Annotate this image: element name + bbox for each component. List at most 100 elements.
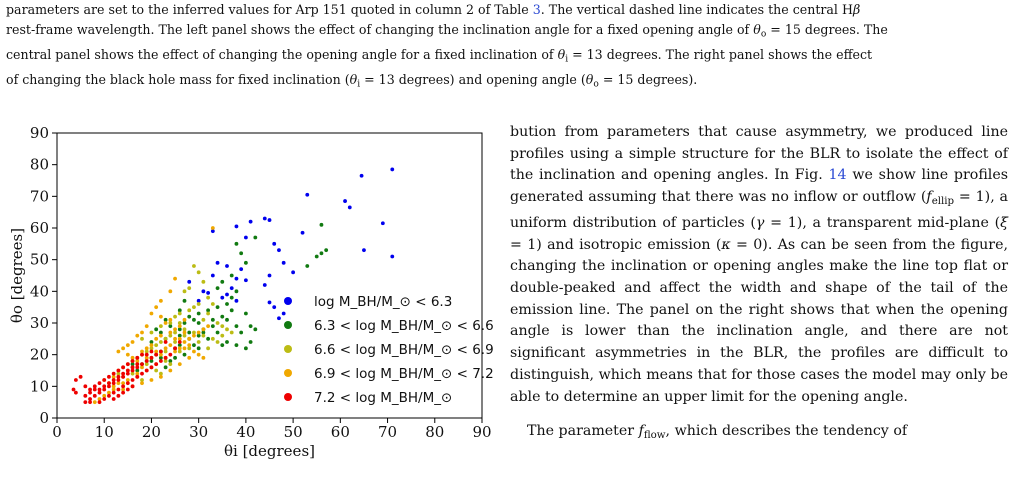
data-point-series-4	[121, 384, 126, 389]
data-point-series-2	[196, 340, 201, 344]
data-point-series-4	[78, 374, 83, 379]
y-tick-label: 0	[39, 409, 49, 427]
data-point-series-2	[215, 340, 220, 344]
caption-text: rest-frame wavelength. The left panel sh…	[6, 21, 754, 37]
kappa-symbol: κ	[721, 236, 731, 253]
theta-symbol: θ	[753, 21, 761, 37]
data-point-series-4	[140, 352, 144, 357]
data-point-series-4	[102, 384, 107, 389]
data-point-series-3	[125, 352, 130, 357]
data-point-series-2	[196, 302, 201, 306]
data-point-series-0	[272, 241, 277, 246]
data-point-series-3	[201, 355, 206, 360]
data-point-series-3	[163, 346, 168, 351]
data-point-series-0	[272, 305, 277, 310]
paragraph-2: The parameter fflow, which describes the…	[510, 421, 1008, 447]
data-point-series-3	[173, 327, 177, 332]
data-point-series-4	[73, 378, 78, 382]
data-point-series-1	[206, 336, 211, 341]
data-point-series-1	[239, 251, 244, 256]
data-point-series-4	[130, 384, 135, 389]
data-point-series-3	[135, 333, 140, 338]
data-point-series-4	[88, 400, 92, 405]
y-tick-label: 30	[30, 314, 49, 332]
data-point-series-4	[116, 368, 121, 373]
data-point-series-4	[97, 387, 102, 392]
data-point-series-3	[149, 311, 154, 316]
data-point-series-1	[196, 321, 201, 325]
data-point-series-1	[158, 330, 163, 335]
data-point-series-3	[192, 349, 196, 354]
data-point-series-2	[163, 336, 168, 341]
data-point-series-3	[111, 387, 116, 392]
data-point-series-0	[262, 216, 267, 221]
caption-line-2: rest-frame wavelength. The left panel sh…	[6, 20, 1012, 45]
data-point-series-2	[163, 359, 168, 363]
figure-ref-link[interactable]: 14	[828, 167, 847, 184]
caption-text: = 15 degrees. The	[766, 21, 888, 37]
data-point-series-4	[140, 362, 144, 367]
data-point-series-2	[225, 327, 229, 332]
data-point-series-0	[234, 224, 239, 229]
data-point-series-2	[158, 371, 163, 376]
data-point-series-2	[182, 289, 187, 294]
data-point-series-3	[121, 381, 126, 386]
data-point-series-0	[359, 173, 364, 178]
data-point-series-0	[215, 260, 220, 265]
data-point-series-4	[116, 378, 121, 382]
data-point-series-4	[154, 352, 159, 357]
data-point-series-2	[182, 327, 187, 332]
data-point-series-4	[125, 371, 130, 376]
legend-label: 6.6 < log M_BH/M_⊙ < 6.9	[314, 342, 494, 358]
data-point-series-1	[253, 327, 258, 332]
data-point-series-1	[234, 343, 239, 348]
data-point-series-3	[182, 340, 187, 344]
data-point-series-3	[187, 355, 192, 360]
data-point-series-4	[102, 397, 107, 401]
data-point-series-0	[380, 221, 385, 226]
x-tick-label: 10	[95, 423, 114, 441]
data-point-series-4	[92, 387, 97, 392]
data-point-series-4	[116, 387, 121, 392]
data-point-series-4	[88, 390, 92, 395]
data-point-series-1	[168, 324, 173, 329]
data-point-series-3	[163, 321, 168, 325]
data-point-series-2	[168, 362, 173, 367]
legend-marker	[284, 297, 292, 305]
data-point-series-2	[229, 330, 234, 335]
legend-marker	[284, 369, 292, 377]
table-ref-link[interactable]: 3	[532, 2, 541, 17]
data-point-series-1	[243, 346, 248, 351]
data-point-series-1	[192, 317, 196, 322]
legend-label: 7.2 < log M_BH/M_⊙	[314, 390, 452, 406]
data-point-series-1	[196, 346, 201, 351]
data-point-series-4	[163, 340, 168, 344]
paragraph-text: , which describes the tendency of	[665, 423, 908, 440]
data-point-series-3	[125, 343, 130, 348]
data-point-series-3	[182, 317, 187, 322]
data-point-series-1	[196, 333, 201, 338]
data-point-series-1	[182, 352, 187, 357]
data-point-series-2	[201, 333, 206, 338]
paragraph-text: = 1), a transparent mid-plane (	[764, 214, 1001, 231]
data-point-series-1	[201, 330, 206, 335]
data-point-series-3	[168, 317, 173, 322]
data-point-series-3	[140, 349, 144, 354]
legend-label: log M_BH/M_⊙ < 6.3	[314, 294, 452, 310]
data-point-series-4	[125, 368, 130, 373]
data-point-series-3	[144, 324, 149, 329]
theta-symbol: θ	[557, 46, 566, 62]
data-point-series-3	[130, 355, 135, 360]
data-point-series-3	[196, 330, 201, 335]
data-point-series-0	[277, 248, 281, 253]
data-point-series-3	[158, 314, 163, 319]
data-point-series-2	[168, 333, 173, 338]
y-tick-label: 90	[30, 124, 49, 142]
data-point-series-0	[277, 316, 281, 321]
legend-marker	[284, 393, 292, 401]
data-point-series-3	[182, 330, 187, 335]
gamma-symbol: γ	[755, 214, 765, 231]
data-point-series-3	[135, 371, 140, 376]
data-point-series-1	[163, 365, 168, 370]
data-point-series-0	[225, 264, 229, 268]
